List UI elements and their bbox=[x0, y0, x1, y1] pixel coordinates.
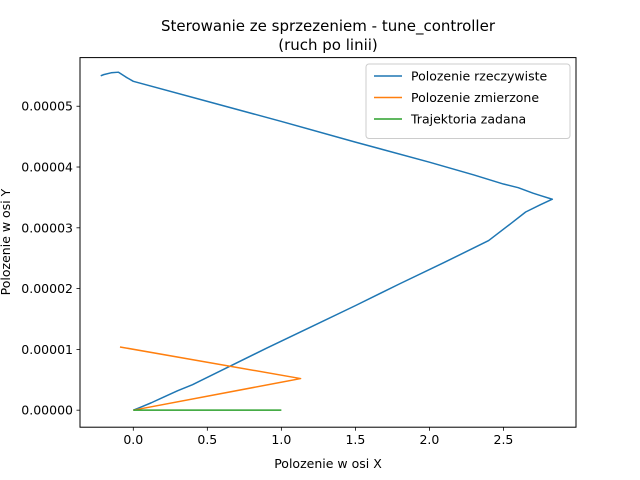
legend-box bbox=[365, 63, 571, 139]
series-line-1 bbox=[119, 346, 302, 411]
ticks-layer: 0.0 0.5 1.0 1.5 2.0 2.5 0.00000 0.00001 0.00002 0… bbox=[21, 99, 513, 447]
x-tick-label: 2.0 bbox=[419, 432, 439, 447]
y-tick-label: 0.00000 bbox=[21, 403, 73, 418]
series-line-0 bbox=[100, 71, 554, 411]
y-tick-label: 0.00002 bbox=[21, 281, 73, 296]
x-tick-label: 0.5 bbox=[197, 432, 217, 447]
y-tick-label: 0.00005 bbox=[21, 99, 73, 114]
x-axis-label: Polozenie w osi X bbox=[274, 456, 382, 471]
legend-label-0: Polozenie rzeczywiste bbox=[411, 69, 548, 84]
y-axis-label: Polozenie w osi Y bbox=[0, 188, 13, 295]
legend: Polozenie rzeczywiste Polozenie zmierzone… bbox=[365, 63, 571, 139]
x-tick-label: 1.5 bbox=[345, 432, 365, 447]
x-tick-label: 0.0 bbox=[123, 432, 143, 447]
legend-label-2: Trajektoria zadana bbox=[410, 112, 526, 127]
y-tick-label: 0.00003 bbox=[21, 220, 73, 235]
series-layer bbox=[100, 71, 554, 411]
chart-title-line2: (ruch po linii) bbox=[278, 36, 378, 54]
legend-label-1: Polozenie zmierzone bbox=[411, 90, 539, 105]
y-tick-label: 0.00001 bbox=[21, 342, 73, 357]
chart-title-line1: Sterowanie ze sprzezeniem - tune_control… bbox=[161, 17, 496, 36]
plot-area-frame bbox=[79, 57, 577, 428]
x-tick-label: 1.0 bbox=[271, 432, 291, 447]
x-tick-label: 2.5 bbox=[494, 432, 514, 447]
y-tick-label: 0.00004 bbox=[21, 160, 73, 175]
